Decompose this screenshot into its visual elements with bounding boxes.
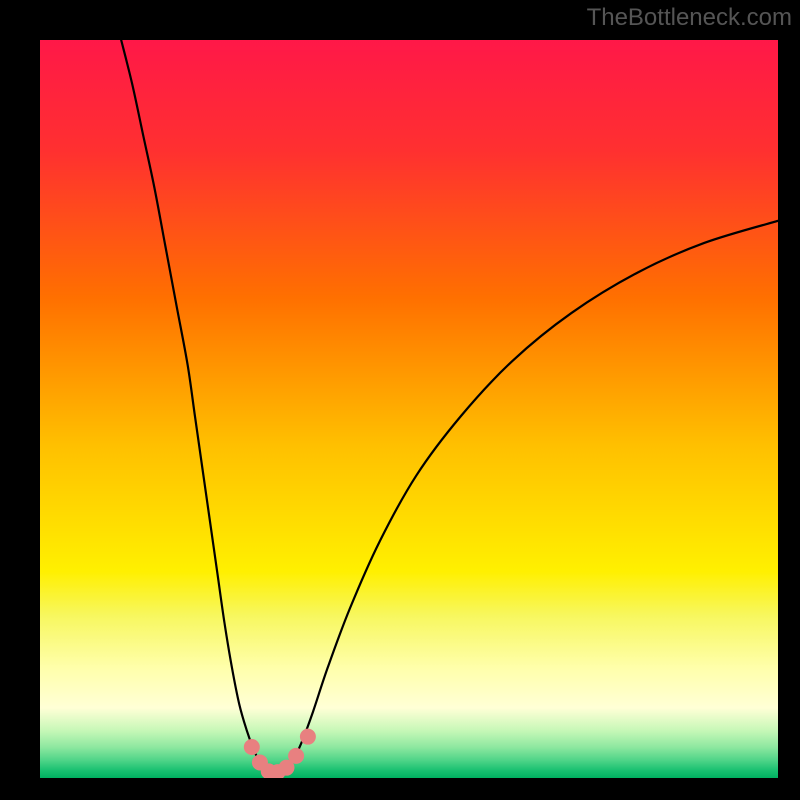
plot-background [40,40,778,778]
chart-container: TheBottleneck.com [0,0,800,800]
marker-point [300,729,315,744]
marker-point [289,748,304,763]
watermark-text: TheBottleneck.com [587,4,792,32]
plot-svg [0,0,800,800]
marker-point [244,740,259,755]
